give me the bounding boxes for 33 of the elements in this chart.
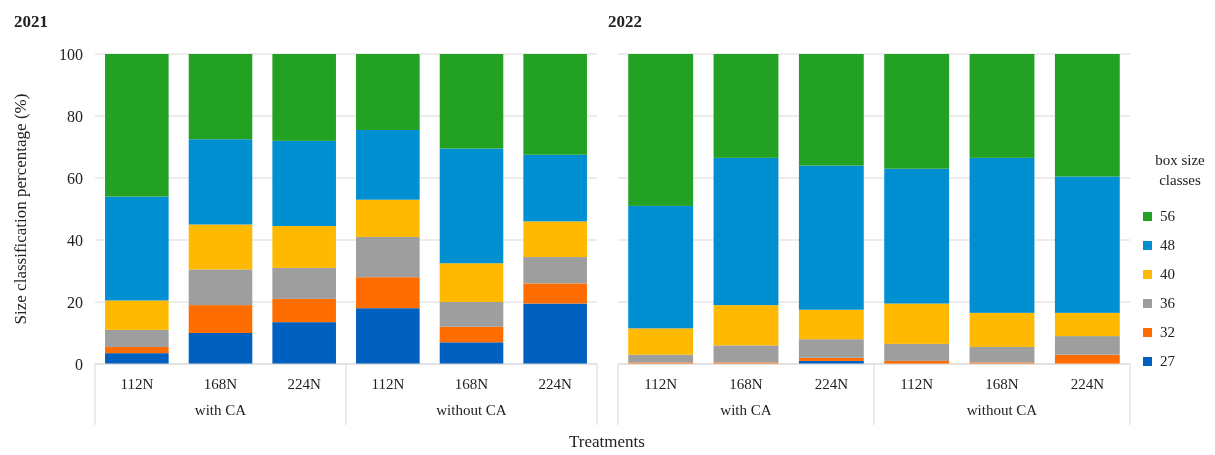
x-tick-label: 112N: [644, 375, 678, 392]
x-tick-label: 168N: [454, 375, 489, 392]
text: with CA: [194, 402, 247, 418]
chart-title: 2022: [608, 12, 642, 31]
legend-title: box size classes: [1155, 152, 1206, 188]
y-axis-title: Size classification percentage (%): [11, 93, 30, 325]
legend-label: 27: [1160, 353, 1176, 369]
x-tick-label: 224N: [814, 375, 849, 392]
x-tick-label: 112N: [120, 375, 154, 392]
legend-label: 48: [1160, 237, 1175, 253]
legend-label: 40: [1160, 266, 1175, 282]
y-tick-label: 100: [59, 45, 83, 63]
x-tick-label: 168N: [985, 375, 1019, 392]
legend-label: 36: [1160, 295, 1176, 311]
y-tick-label: 40: [67, 231, 83, 249]
chart-title: 2021: [14, 12, 48, 31]
x-axis-title: Treatments: [569, 432, 645, 451]
y-tick-label: 0: [75, 355, 83, 373]
x-tick-label: 168N: [729, 375, 763, 392]
y-tick-label: 60: [67, 169, 83, 187]
x-tick-label: 112N: [900, 375, 934, 392]
text: with CA: [720, 402, 772, 418]
x-tick-label: 112N: [371, 375, 405, 392]
x-tick-label: 168N: [203, 375, 238, 392]
x-tick-label: 224N: [538, 375, 572, 392]
legend-label: 32: [1160, 324, 1175, 340]
x-tick-label: 224N: [287, 375, 321, 392]
x-tick-label: 224N: [1070, 375, 1105, 392]
y-tick-label: 20: [67, 293, 83, 311]
legend-label: 56: [1160, 208, 1176, 224]
text: without CA: [966, 402, 1038, 418]
y-tick-label: 80: [67, 107, 83, 125]
text: without CA: [436, 402, 507, 418]
